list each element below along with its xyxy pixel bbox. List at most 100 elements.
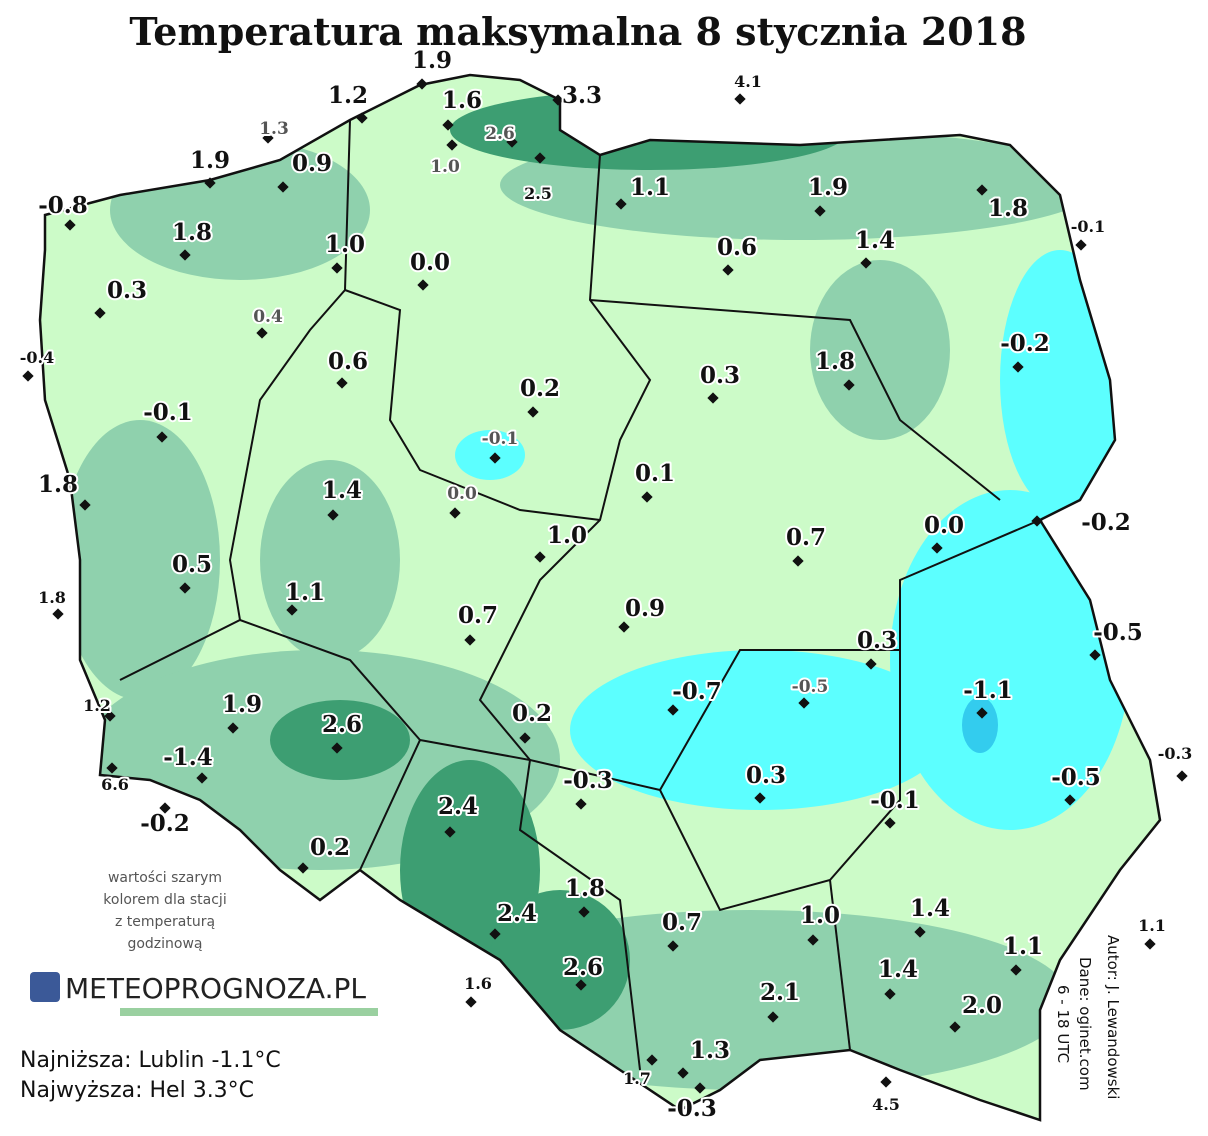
- station-marker: [843, 379, 855, 391]
- station-marker: [331, 742, 343, 754]
- station-marker: [667, 940, 679, 952]
- station-marker: [814, 205, 826, 217]
- station-marker: [534, 551, 546, 563]
- station-marker: [449, 507, 461, 519]
- station-value: 1.4: [322, 477, 362, 504]
- station-value: 0.3: [857, 627, 897, 654]
- station-value: -0.4: [20, 348, 54, 367]
- station-value: 1.0: [325, 231, 365, 258]
- station-marker: [575, 979, 587, 991]
- station-value: -1.1: [963, 677, 1013, 704]
- station-value: 1.4: [878, 956, 918, 983]
- logo-bar: [120, 1008, 378, 1016]
- station-value: 0.5: [172, 551, 212, 578]
- station-marker: [179, 249, 191, 261]
- station-marker: [618, 621, 630, 633]
- station-value: -0.2: [1000, 330, 1050, 357]
- station-marker: [694, 1082, 706, 1094]
- station-marker: [754, 792, 766, 804]
- station-marker: [331, 262, 343, 274]
- lowest: Najniższa: Lublin -1.1°C: [20, 1048, 281, 1073]
- station-marker: [506, 136, 518, 148]
- station-value: -0.3: [1158, 744, 1192, 763]
- station-value: -1.4: [163, 744, 213, 771]
- station-marker: [159, 802, 171, 814]
- station-value: 2.1: [760, 979, 800, 1006]
- station-marker: [417, 279, 429, 291]
- station-value: 1.2: [328, 82, 368, 109]
- region-borders: [119, 119, 1041, 1071]
- station-marker: [262, 132, 274, 144]
- station-marker: [578, 906, 590, 918]
- station-value: 1.3: [259, 119, 289, 139]
- note: wartości szarym kolorem dla stacji z tem…: [103, 870, 226, 952]
- station-value: 0.6: [328, 348, 368, 375]
- station-marker: [1176, 770, 1188, 782]
- station-marker: [534, 152, 546, 164]
- station-marker: [156, 431, 168, 443]
- station-marker: [734, 93, 746, 105]
- station-marker: [489, 928, 501, 940]
- station-marker: [327, 509, 339, 521]
- station-marker: [444, 826, 456, 838]
- station-value: 1.9: [222, 691, 262, 718]
- station-value: 4.1: [734, 72, 762, 91]
- station-value: 1.4: [855, 227, 895, 254]
- station-value: 1.8: [815, 348, 855, 375]
- station-value: 1.1: [1003, 933, 1043, 960]
- station-marker: [641, 491, 653, 503]
- station-value: 2.6: [322, 711, 362, 738]
- station-marker: [807, 934, 819, 946]
- station-value: 2.4: [438, 793, 478, 820]
- note-line: z temperaturą: [115, 914, 215, 930]
- station-value: 1.8: [38, 588, 66, 607]
- station-marker: [227, 722, 239, 734]
- station-marker: [464, 634, 476, 646]
- stations: 1.91.21.31.62.61.03.32.54.11.9 0.9-0.81.8…: [18, 45, 1194, 1124]
- station-marker: [527, 406, 539, 418]
- credit: Autor: J. Lewandowski: [1104, 935, 1122, 1099]
- station-marker: [792, 555, 804, 567]
- station-value: -0.1: [143, 399, 193, 426]
- station-marker: [1089, 649, 1101, 661]
- station-marker: [880, 1076, 892, 1088]
- station-marker: [22, 370, 34, 382]
- station-value: -0.3: [667, 1095, 717, 1122]
- station-value: 3.3: [562, 82, 602, 109]
- station-marker: [465, 996, 477, 1008]
- station-marker: [914, 926, 926, 938]
- station-value: 2.4: [497, 900, 537, 927]
- station-value: 1.8: [172, 219, 212, 246]
- station-value: 0.0: [447, 484, 477, 504]
- station-value: 1.9: [412, 47, 452, 74]
- note-line: kolorem dla stacji: [103, 892, 226, 908]
- station-value: 0.1: [635, 460, 675, 487]
- station-marker: [667, 704, 679, 716]
- station-value: 1.4: [910, 895, 950, 922]
- station-marker: [1064, 794, 1076, 806]
- station-marker: [336, 377, 348, 389]
- station-marker: [196, 772, 208, 784]
- station-marker: [884, 988, 896, 1000]
- station-value: 0.3: [700, 362, 740, 389]
- station-value: -0.5: [792, 677, 829, 697]
- station-value: 1.6: [442, 87, 482, 114]
- station-value: 1.3: [690, 1037, 730, 1064]
- station-marker: [489, 452, 501, 464]
- note-line: godzinową: [127, 936, 202, 952]
- station-marker: [976, 707, 988, 719]
- station-marker: [204, 177, 216, 189]
- station-marker: [1144, 938, 1156, 950]
- logo: METEOPROGNOZA.PL: [65, 972, 366, 1005]
- station-value: 1.0: [430, 157, 460, 177]
- station-value: -0.1: [482, 429, 519, 449]
- station-marker: [297, 862, 309, 874]
- station-marker: [767, 1011, 779, 1023]
- station-value: 2.5: [524, 184, 552, 203]
- station-marker: [931, 542, 943, 554]
- station-value: -0.2: [1081, 509, 1131, 536]
- logo-icon: [30, 972, 60, 1002]
- station-value: 0.3: [107, 277, 147, 304]
- station-marker: [519, 732, 531, 744]
